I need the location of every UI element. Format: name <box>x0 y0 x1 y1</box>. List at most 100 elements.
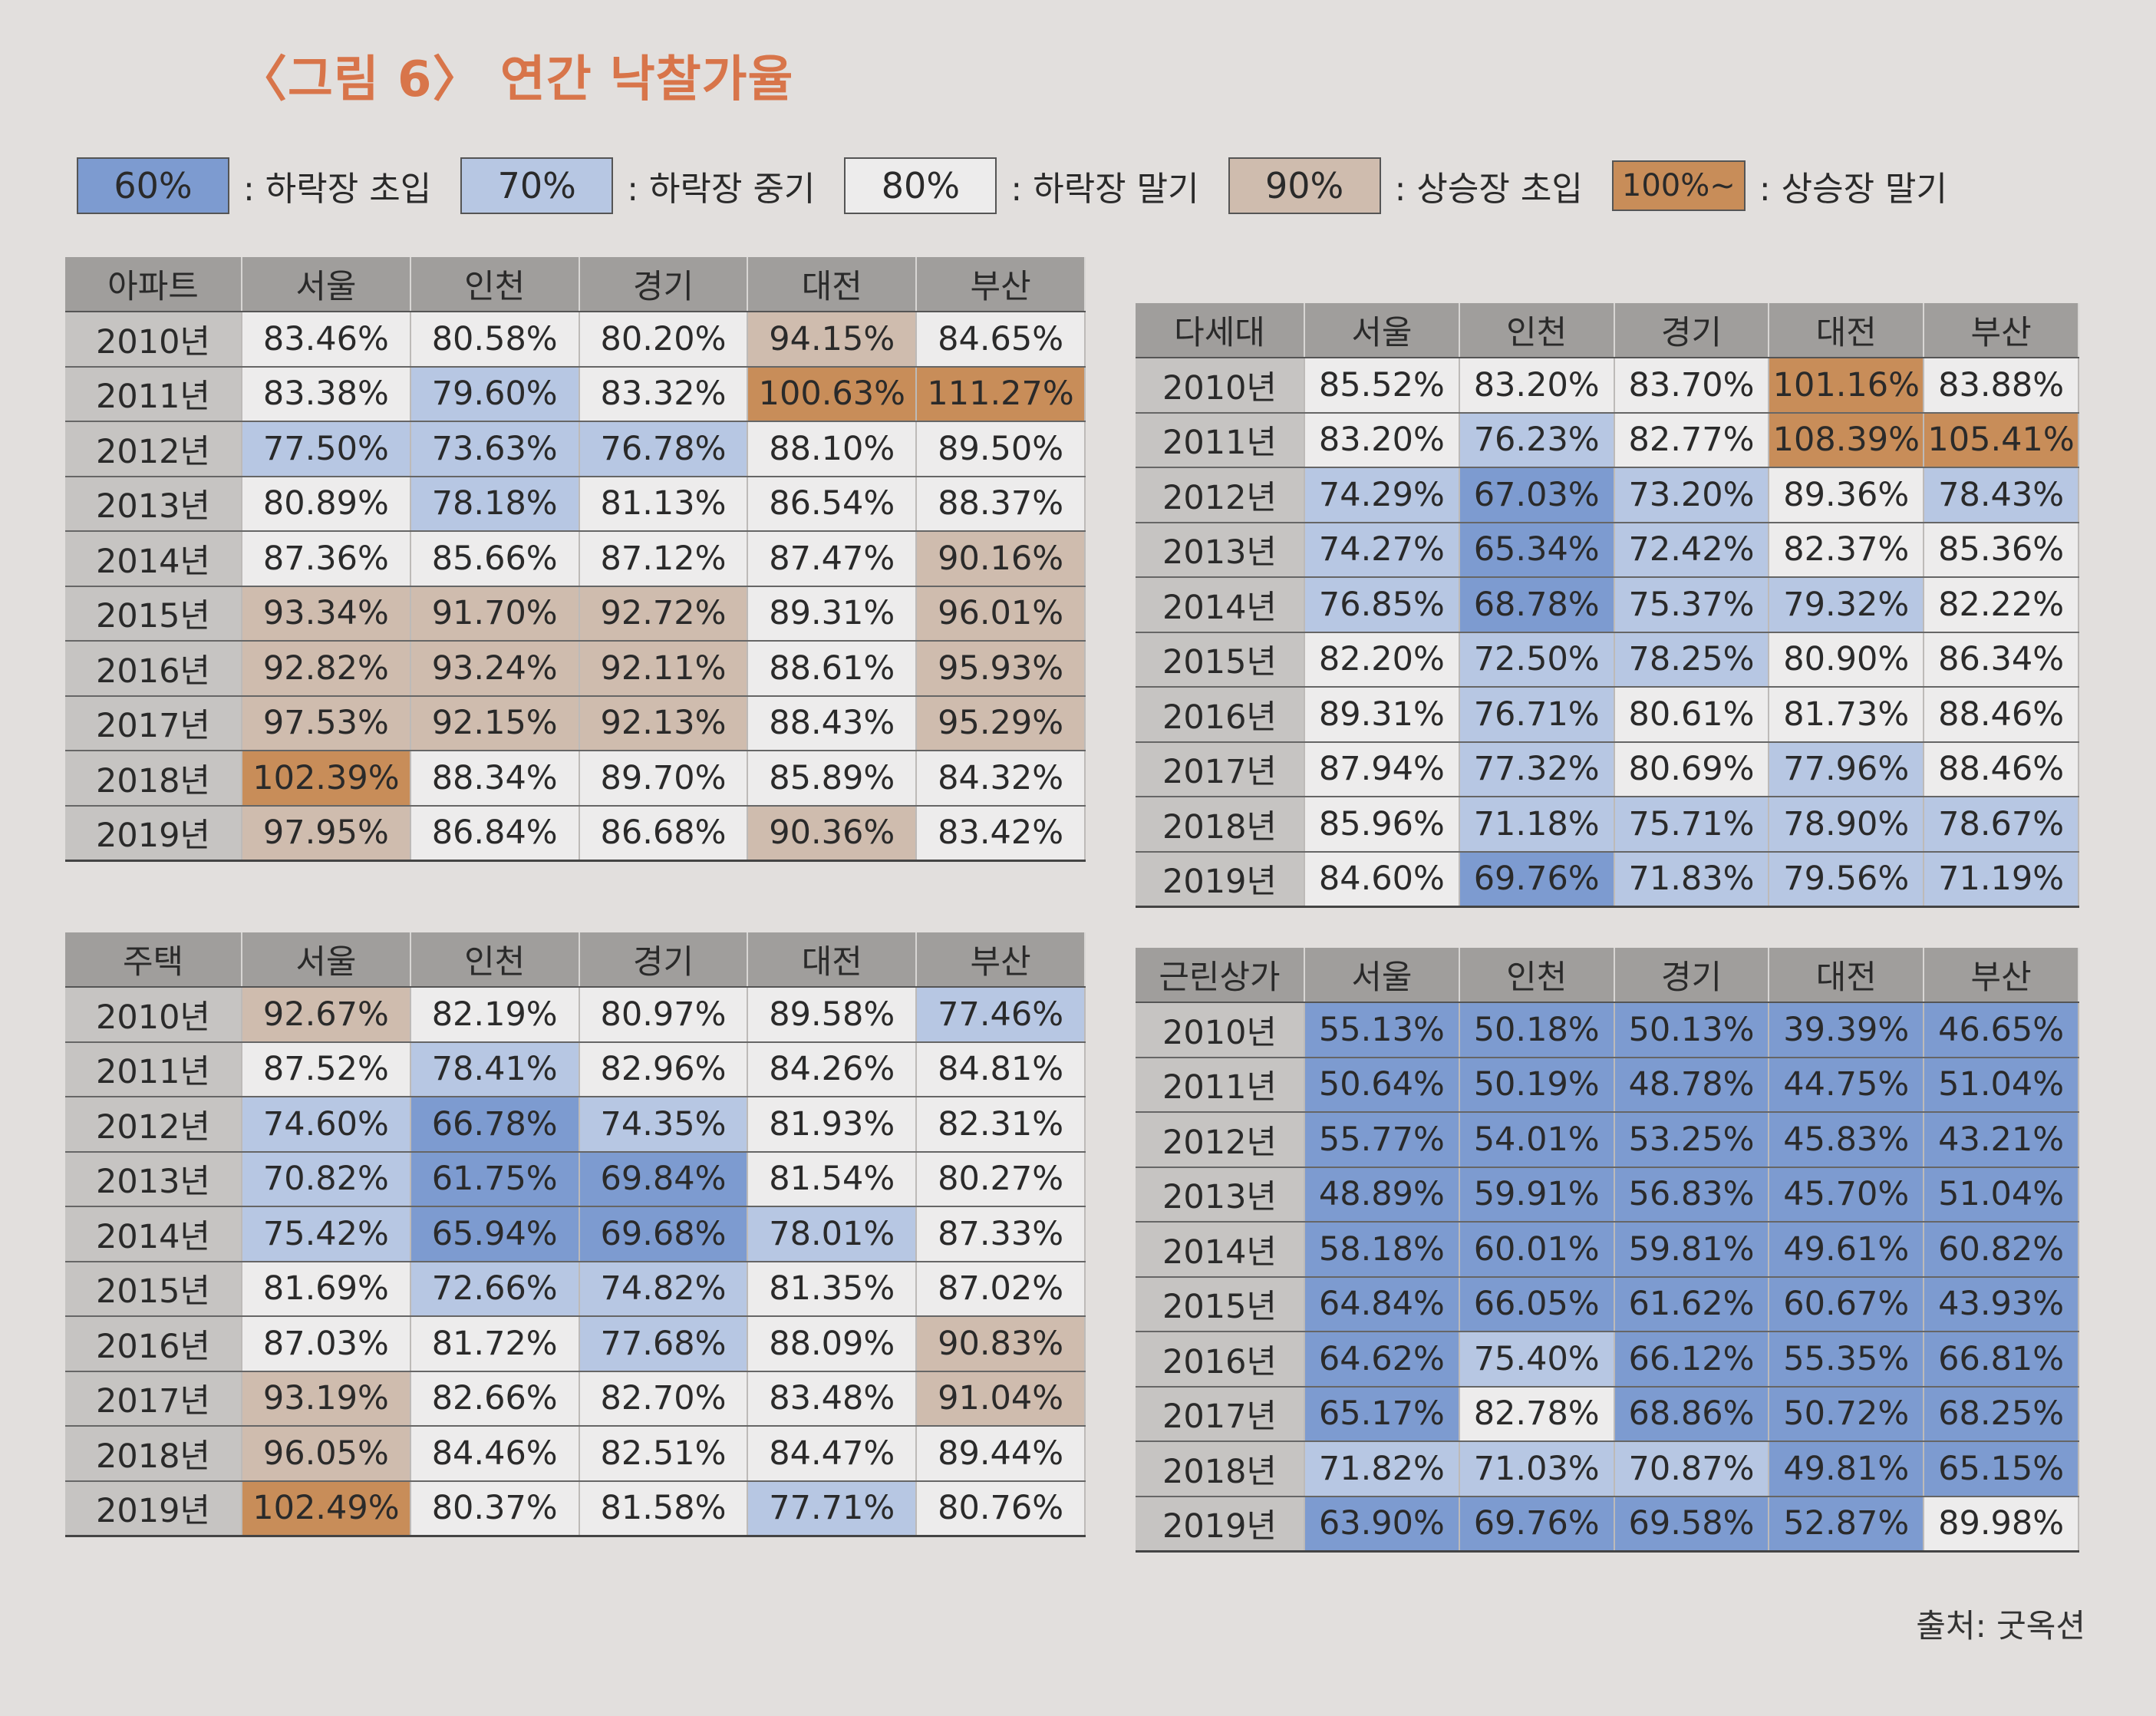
table-header-row: 주택 서울 인천 경기 대전 부산 <box>65 932 1086 988</box>
column-header: 경기 <box>1614 948 1770 1003</box>
value-cell: 83.46% <box>242 312 411 368</box>
value-cell: 82.51% <box>579 1426 749 1482</box>
value-cell: 96.05% <box>242 1426 411 1482</box>
value-cell: 78.41% <box>410 1041 580 1097</box>
legend-desc: : 하락장 중기 <box>627 170 816 209</box>
legend-item-60: 60% : 하락장 초입 <box>77 157 431 214</box>
value-cell: 93.24% <box>410 641 580 697</box>
value-cell: 82.70% <box>579 1371 749 1427</box>
value-cell: 50.18% <box>1459 1002 1615 1058</box>
table-row: 2015년 81.69% 72.66% 74.82% 81.35% 87.02% <box>65 1261 1086 1317</box>
value-cell: 65.34% <box>1459 522 1615 578</box>
value-cell: 75.71% <box>1614 797 1770 853</box>
value-cell: 86.68% <box>579 805 749 862</box>
value-cell: 95.29% <box>916 695 1086 751</box>
value-cell: 88.10% <box>747 421 918 477</box>
table-row: 2012년 77.50% 73.63% 76.78% 88.10% 89.50% <box>65 421 1086 477</box>
value-cell: 79.56% <box>1769 851 1925 908</box>
value-cell: 88.46% <box>1924 687 2079 743</box>
table-header-row: 근린상가 서울 인천 경기 대전 부산 <box>1136 948 2079 1003</box>
value-cell: 48.89% <box>1304 1167 1460 1223</box>
value-cell: 51.04% <box>1924 1167 2079 1223</box>
value-cell: 65.15% <box>1924 1441 2079 1497</box>
year-cell: 2016년 <box>1136 687 1305 743</box>
table-category: 아파트 <box>65 257 242 312</box>
value-cell: 78.01% <box>747 1206 918 1262</box>
value-cell: 66.81% <box>1924 1332 2079 1388</box>
value-cell: 83.38% <box>242 366 411 422</box>
value-cell: 55.35% <box>1769 1332 1925 1388</box>
value-cell: 95.93% <box>916 641 1086 697</box>
value-cell: 92.13% <box>579 695 749 751</box>
table-header-row: 다세대 서울 인천 경기 대전 부산 <box>1136 303 2079 358</box>
value-cell: 92.72% <box>579 586 749 642</box>
value-cell: 97.95% <box>242 805 411 862</box>
year-cell: 2017년 <box>65 695 242 751</box>
value-cell: 76.85% <box>1304 577 1460 633</box>
column-header: 서울 <box>242 932 411 988</box>
value-cell: 49.61% <box>1769 1222 1925 1278</box>
value-cell: 50.19% <box>1459 1057 1615 1113</box>
value-cell: 65.94% <box>410 1206 580 1262</box>
value-cell: 105.41% <box>1924 412 2079 468</box>
value-cell: 92.82% <box>242 641 411 697</box>
value-cell: 111.27% <box>916 366 1086 422</box>
year-cell: 2019년 <box>1136 1496 1305 1553</box>
value-cell: 72.50% <box>1459 632 1615 688</box>
table-row: 2010년 85.52% 83.20% 83.70% 101.16% 83.88% <box>1136 358 2079 414</box>
column-header: 서울 <box>1304 303 1460 358</box>
value-cell: 46.65% <box>1924 1002 2079 1058</box>
value-cell: 88.61% <box>747 641 918 697</box>
table-row: 2017년 97.53% 92.15% 92.13% 88.43% 95.29% <box>65 695 1086 751</box>
value-cell: 89.31% <box>1304 687 1460 743</box>
year-cell: 2014년 <box>1136 1222 1305 1278</box>
table-row: 2018년 85.96% 71.18% 75.71% 78.90% 78.67% <box>1136 797 2079 853</box>
value-cell: 87.47% <box>747 531 918 587</box>
value-cell: 88.46% <box>1924 741 2079 797</box>
value-cell: 56.83% <box>1614 1167 1770 1223</box>
year-cell: 2015년 <box>1136 632 1305 688</box>
year-cell: 2014년 <box>65 531 242 587</box>
value-cell: 89.58% <box>747 987 918 1043</box>
value-cell: 59.91% <box>1459 1167 1615 1223</box>
value-cell: 76.23% <box>1459 412 1615 468</box>
figure-title: 〈그림 6〉 연간 낙찰가율 <box>238 51 794 108</box>
value-cell: 84.46% <box>410 1426 580 1482</box>
value-cell: 87.94% <box>1304 741 1460 797</box>
column-header: 대전 <box>1769 303 1925 358</box>
value-cell: 76.78% <box>579 421 749 477</box>
value-cell: 96.01% <box>916 586 1086 642</box>
value-cell: 82.19% <box>410 987 580 1043</box>
year-cell: 2017년 <box>1136 741 1305 797</box>
year-cell: 2016년 <box>65 641 242 697</box>
value-cell: 87.33% <box>916 1206 1086 1262</box>
value-cell: 44.75% <box>1769 1057 1925 1113</box>
column-header: 서울 <box>1304 948 1460 1003</box>
year-cell: 2016년 <box>1136 1332 1305 1388</box>
value-cell: 85.89% <box>747 751 918 807</box>
value-cell: 54.01% <box>1459 1112 1615 1168</box>
table-row: 2018년 96.05% 84.46% 82.51% 84.47% 89.44% <box>65 1426 1086 1482</box>
value-cell: 77.96% <box>1769 741 1925 797</box>
value-cell: 78.90% <box>1769 797 1925 853</box>
value-cell: 83.20% <box>1459 358 1615 414</box>
table-row: 2016년 89.31% 76.71% 80.61% 81.73% 88.46% <box>1136 687 2079 743</box>
year-cell: 2019년 <box>65 805 242 862</box>
value-cell: 78.43% <box>1924 467 2079 523</box>
value-cell: 84.47% <box>747 1426 918 1482</box>
value-cell: 84.26% <box>747 1041 918 1097</box>
value-cell: 50.13% <box>1614 1002 1770 1058</box>
table-row: 2010년 83.46% 80.58% 80.20% 94.15% 84.65% <box>65 312 1086 368</box>
value-cell: 82.20% <box>1304 632 1460 688</box>
value-cell: 39.39% <box>1769 1002 1925 1058</box>
value-cell: 108.39% <box>1769 412 1925 468</box>
value-cell: 80.89% <box>242 476 411 532</box>
table-row: 2018년 102.39% 88.34% 89.70% 85.89% 84.32% <box>65 751 1086 807</box>
year-cell: 2017년 <box>65 1371 242 1427</box>
value-cell: 72.42% <box>1614 522 1770 578</box>
year-cell: 2011년 <box>1136 412 1305 468</box>
source-note: 출처: 굿옥션 <box>1916 1607 2085 1645</box>
value-cell: 80.20% <box>579 312 749 368</box>
value-cell: 83.32% <box>579 366 749 422</box>
value-cell: 89.70% <box>579 751 749 807</box>
